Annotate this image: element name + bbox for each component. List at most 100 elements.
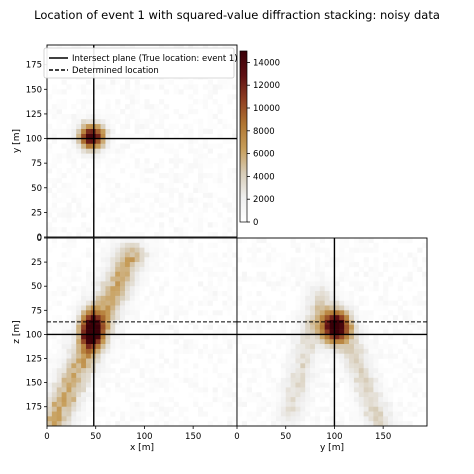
heatmap-cell: [71, 392, 77, 398]
heatmap-cell: [261, 238, 267, 244]
heatmap-cell: [212, 416, 218, 422]
heatmap-cell: [61, 291, 67, 297]
heatmap-cell: [124, 324, 131, 330]
heatmap-cell: [314, 382, 321, 388]
heatmap-cell: [134, 113, 140, 120]
heatmap-cell: [212, 295, 218, 301]
heatmap-cell: [139, 242, 145, 248]
heatmap-cell: [237, 358, 243, 364]
heatmap-cell: [222, 217, 228, 223]
heatmap-cell: [246, 257, 252, 263]
heatmap-cell: [188, 148, 194, 154]
heatmap-cell: [251, 300, 257, 306]
heatmap-cell: [217, 168, 223, 174]
heatmap-cell: [100, 406, 106, 412]
heatmap-cell: [100, 377, 106, 383]
heatmap-cell: [71, 173, 77, 179]
heatmap-cell: [329, 276, 335, 282]
heatmap-cell: [305, 397, 311, 403]
heatmap-cell: [353, 387, 360, 393]
heatmap-cell: [373, 247, 379, 253]
heatmap-cell: [168, 222, 174, 228]
heatmap-cell: [51, 138, 58, 144]
heatmap-cell: [159, 334, 165, 340]
heatmap-cell: [324, 339, 330, 345]
heatmap-cell: [368, 368, 374, 374]
heatmap-cell: [71, 421, 77, 426]
heatmap-cell: [207, 192, 213, 198]
heatmap-cell: [115, 222, 121, 228]
heatmap-cell: [368, 329, 374, 335]
heatmap-cell: [295, 411, 301, 417]
heatmap-cell: [329, 238, 335, 244]
heatmap-cell: [353, 276, 360, 282]
heatmap-cell: [120, 212, 126, 218]
heatmap-cell: [159, 79, 165, 85]
heatmap-cell: [251, 242, 257, 248]
heatmap-cell: [81, 291, 87, 297]
heatmap-cell: [422, 262, 427, 268]
heatmap-cell: [173, 158, 179, 164]
heatmap-cell: [100, 207, 106, 213]
heatmap-cell: [95, 79, 101, 85]
heatmap-cell: [66, 143, 72, 149]
heatmap-cell: [402, 372, 408, 379]
heatmap-cell: [392, 363, 399, 369]
heatmap-cell: [105, 207, 111, 213]
heatmap-cell: [232, 69, 237, 75]
heatmap-cell: [212, 363, 218, 369]
heatmap-cell: [81, 158, 87, 164]
heatmap-cell: [314, 315, 321, 321]
heatmap-cell: [61, 242, 67, 248]
heatmap-cell: [305, 411, 311, 417]
heatmap-cell: [95, 295, 101, 301]
colorbar-tick-label: 4000: [253, 172, 275, 182]
heatmap-cell: [56, 358, 62, 364]
heatmap-cell: [47, 212, 53, 218]
legend: Intersect plane (True location: event 1)…: [43, 47, 238, 79]
heatmap-cell: [295, 421, 301, 426]
heatmap-cell: [100, 177, 106, 184]
heatmap-cell: [85, 89, 92, 95]
heatmap-cell: [193, 158, 199, 164]
heatmap-cell: [105, 143, 111, 149]
heatmap-cell: [251, 368, 257, 374]
heatmap-cell: [383, 291, 389, 297]
heatmap-cell: [266, 281, 272, 287]
heatmap-cell: [290, 339, 296, 345]
heatmap-cell: [115, 310, 121, 316]
heatmap-cell: [81, 421, 87, 426]
heatmap-cell: [47, 363, 53, 369]
heatmap-cell: [61, 319, 67, 326]
heatmap-cell: [129, 173, 135, 179]
heatmap-cell: [105, 315, 111, 321]
heatmap-cell: [110, 262, 116, 268]
heatmap-cell: [159, 257, 165, 263]
heatmap-cell: [198, 310, 204, 316]
heatmap-cell: [85, 271, 92, 277]
heatmap-cell: [368, 276, 374, 282]
heatmap-cell: [47, 377, 53, 383]
heatmap-cell: [76, 138, 82, 144]
heatmap-cell: [134, 257, 140, 263]
heatmap-cell: [295, 334, 301, 340]
heatmap-cell: [383, 286, 389, 292]
heatmap-cell: [339, 242, 345, 248]
heatmap-cell: [378, 324, 384, 330]
heatmap-cell: [261, 271, 267, 277]
heatmap-cell: [47, 187, 53, 193]
heatmap-cell: [339, 348, 345, 354]
heatmap-cell: [217, 182, 223, 189]
heatmap-cell: [305, 348, 311, 354]
heatmap-cell: [212, 192, 218, 198]
heatmap-cell: [183, 113, 189, 120]
heatmap-cell: [100, 148, 106, 154]
heatmap-cell: [100, 247, 106, 253]
heatmap-cell: [280, 281, 287, 287]
heatmap-cell: [198, 123, 204, 129]
heatmap-cell: [422, 324, 427, 330]
heatmap-cell: [310, 348, 316, 354]
heatmap-cell: [373, 363, 379, 369]
heatmap-cell: [417, 300, 423, 306]
heatmap-cell: [163, 104, 170, 110]
